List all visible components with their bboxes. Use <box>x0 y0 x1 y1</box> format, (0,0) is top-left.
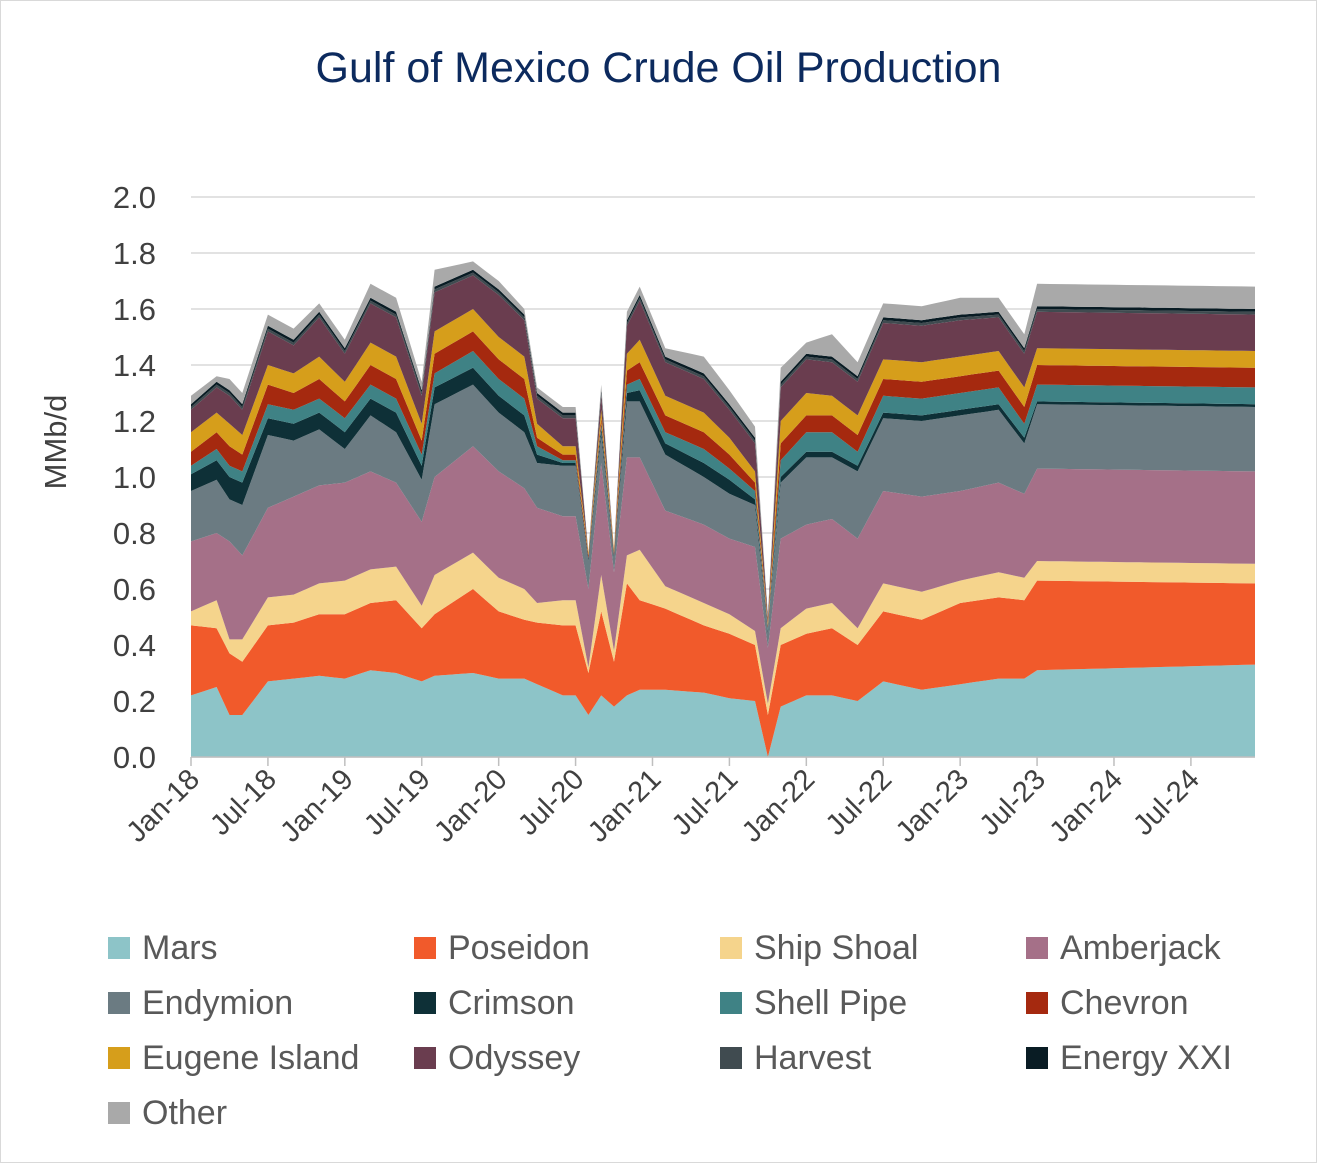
y-tick-label: 1.2 <box>113 404 156 439</box>
legend-item: Harvest <box>720 1036 871 1080</box>
legend-item: Chevron <box>1026 981 1189 1025</box>
y-tick-label: 0.2 <box>113 684 156 719</box>
plot-area: 0.0 0.2 0.4 0.6 0.8 1.0 1.2 1.4 1.6 1.8 2.0 Jan-18… <box>38 180 1255 849</box>
legend-label: Chevron <box>1060 983 1189 1022</box>
legend-swatch <box>108 1102 130 1124</box>
legend-swatch <box>414 937 436 959</box>
area-ship-shoal <box>191 549 1255 715</box>
x-tick-label: Jul-21 <box>666 763 744 841</box>
legend-label: Mars <box>142 928 218 967</box>
legend-label: Crimson <box>448 983 575 1022</box>
legend-item: Amberjack <box>1026 926 1221 970</box>
legend-item: Ship Shoal <box>720 926 918 970</box>
chart-title: Gulf of Mexico Crude Oil Production <box>315 44 1002 92</box>
x-tick-label: Jan-22 <box>736 763 821 848</box>
legend-label: Odyssey <box>448 1038 581 1077</box>
legend-swatch <box>720 937 742 959</box>
y-tick-label: 0.6 <box>113 572 156 607</box>
legend-swatch <box>720 992 742 1014</box>
legend-label: Energy XXI <box>1060 1038 1232 1077</box>
x-tick-labels: Jan-18Jul-18Jan-19Jul-19Jan-20Jul-20Jan-… <box>121 763 1206 848</box>
legend-item: Endymion <box>108 981 293 1025</box>
y-tick-label: 1.8 <box>113 236 156 271</box>
x-tick-label: Jan-24 <box>1044 763 1129 848</box>
x-tick-label: Jul-24 <box>1127 763 1205 841</box>
area-mars <box>191 664 1255 757</box>
legend-label: Other <box>142 1093 228 1132</box>
y-tick-labels: 0.0 0.2 0.4 0.6 0.8 1.0 1.2 1.4 1.6 1.8 2.0 <box>113 180 156 775</box>
axes <box>190 756 1255 766</box>
x-tick-label: Jan-18 <box>121 763 206 848</box>
x-tick-label: Jul-22 <box>820 763 898 841</box>
legend-swatch <box>1026 992 1048 1014</box>
legend-label: Poseidon <box>448 928 590 967</box>
legend-swatch <box>720 1047 742 1069</box>
x-tick-label: Jul-23 <box>974 763 1052 841</box>
area-endymion <box>191 384 1255 648</box>
x-tick-label: Jan-21 <box>582 763 667 848</box>
y-tick-label: 1.0 <box>113 460 156 495</box>
legend-label: Shell Pipe <box>754 983 908 1022</box>
y-tick-label: 2.0 <box>113 180 156 215</box>
legend-label: Endymion <box>142 983 294 1022</box>
legend-item: Eugene Island <box>108 1036 359 1080</box>
legend-swatch <box>1026 937 1048 959</box>
legend-item: Crimson <box>414 981 575 1025</box>
legend-item: Other <box>108 1091 227 1135</box>
y-tick-label: 0.4 <box>113 628 156 663</box>
legend-swatch <box>108 937 130 959</box>
x-tick-label: Jul-19 <box>358 763 436 841</box>
x-tick-label: Jan-23 <box>890 763 975 848</box>
legend-swatch <box>414 992 436 1014</box>
legend-label: Eugene Island <box>142 1038 360 1077</box>
legend-swatch <box>108 1047 130 1069</box>
y-axis-title: MMb/d <box>38 395 73 490</box>
x-tick-label: Jan-19 <box>274 763 359 848</box>
legend-item: Odyssey <box>414 1036 580 1080</box>
area-other <box>191 261 1255 617</box>
y-tick-label: 0.8 <box>113 516 156 551</box>
legend-swatch <box>108 992 130 1014</box>
legend-label: Harvest <box>754 1038 872 1077</box>
x-tick-label: Jan-20 <box>428 763 513 848</box>
legend-item: Poseidon <box>414 926 590 970</box>
legend-item: Mars <box>108 926 218 970</box>
area-poseidon <box>191 580 1255 757</box>
legend-item: Energy XXI <box>1026 1036 1232 1080</box>
x-tick-label: Jul-18 <box>204 763 282 841</box>
y-tick-label: 1.4 <box>113 348 156 383</box>
y-tick-label: 1.6 <box>113 292 156 327</box>
x-tick-label: Jul-20 <box>512 763 590 841</box>
legend-label: Amberjack <box>1060 928 1221 967</box>
stacked-areas <box>191 261 1255 757</box>
legend-swatch <box>1026 1047 1048 1069</box>
area-amberjack <box>191 446 1255 704</box>
legend-swatch <box>414 1047 436 1069</box>
legend-label: Ship Shoal <box>754 928 919 967</box>
y-tick-label: 0.0 <box>113 740 156 775</box>
legend-item: Shell Pipe <box>720 981 907 1025</box>
